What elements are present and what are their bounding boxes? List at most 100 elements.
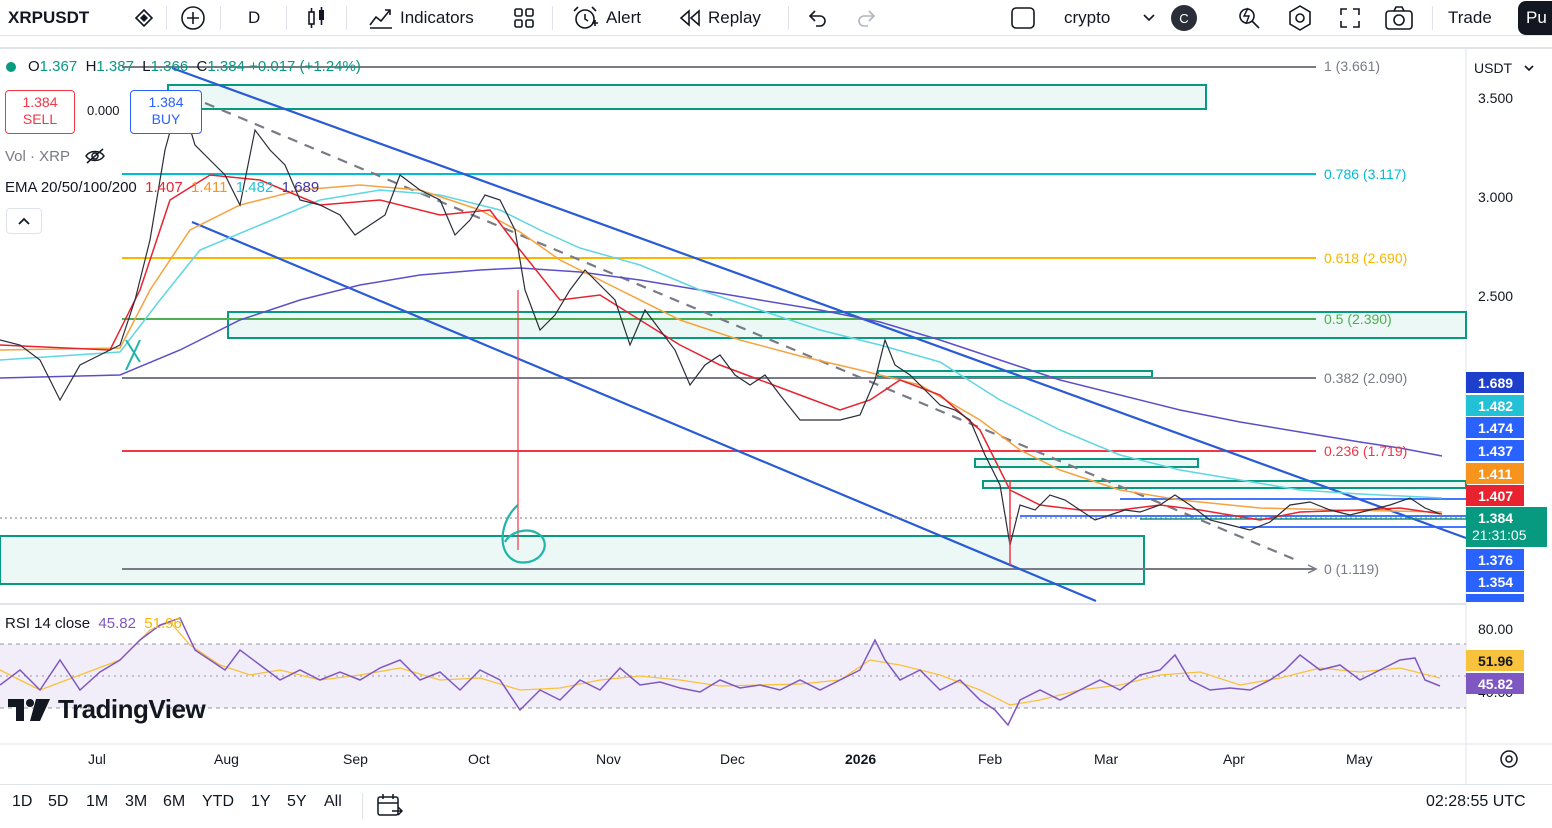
utc-clock[interactable]: 02:28:55 UTC <box>1426 793 1526 810</box>
alert-button[interactable]: Alert <box>572 0 641 36</box>
time-tick: Apr <box>1223 751 1245 767</box>
range-6m-button[interactable]: 6M <box>163 793 186 810</box>
quick-search-icon[interactable] <box>1236 0 1262 36</box>
layout-icon[interactable] <box>1010 0 1036 36</box>
handwritten-annotation[interactable]: 6 <box>125 339 546 564</box>
replay-label: Replay <box>708 8 761 27</box>
compare-icon[interactable] <box>132 0 156 36</box>
sell-button[interactable]: 1.384 SELL <box>5 90 75 134</box>
ema100-value: 1.482 <box>235 179 274 196</box>
indicators-button[interactable]: Indicators <box>368 0 474 36</box>
supply-zone[interactable] <box>167 84 1207 110</box>
eye-hidden-icon[interactable] <box>84 147 106 165</box>
time-tick: Jul <box>88 751 106 767</box>
current-price-value: 1.384 <box>1478 510 1514 526</box>
interval-button[interactable]: D <box>248 0 260 36</box>
ema20-value: 1.407 <box>145 179 183 196</box>
chart-canvas[interactable]: 6 <box>0 44 1552 784</box>
descending-channel[interactable] <box>171 66 1467 603</box>
rsi-ma-tag: 51.96 <box>1466 650 1524 671</box>
range-5d-button[interactable]: 5D <box>48 793 69 810</box>
time-axis-settings-icon[interactable] <box>1498 748 1520 775</box>
close-label: C <box>196 58 208 75</box>
camera-icon[interactable] <box>1384 0 1414 36</box>
fib-label: 0.382 (2.090) <box>1324 370 1408 386</box>
templates-icon[interactable] <box>512 0 536 36</box>
mini-zone[interactable] <box>974 458 1199 468</box>
price-levels <box>0 498 1466 528</box>
current-price-tag: 1.384 21:31:05 <box>1466 507 1547 547</box>
fib-label: 0 (1.119) <box>1324 561 1379 577</box>
publish-button[interactable]: Pu <box>1518 1 1552 35</box>
chevron-down-icon <box>1524 65 1534 72</box>
time-tick: Aug <box>214 751 239 767</box>
time-tick: Feb <box>978 751 1003 767</box>
market-status-dot <box>6 62 16 73</box>
currency-selector[interactable]: USDT <box>1468 54 1552 82</box>
bar-countdown: 21:31:05 <box>1472 527 1527 543</box>
rewind-icon <box>679 9 700 27</box>
time-tick: 2026 <box>845 751 877 767</box>
layout-name-label: crypto <box>1064 8 1111 27</box>
range-ytd-button[interactable]: YTD <box>202 793 234 810</box>
add-symbol-icon[interactable] <box>180 0 206 36</box>
replay-button[interactable]: Replay <box>678 0 761 36</box>
chevron-down-icon[interactable] <box>1142 0 1156 36</box>
layout-name-button[interactable]: crypto <box>1064 0 1110 36</box>
indicators-label: Indicators <box>400 8 474 27</box>
volume-legend: Vol · XRP <box>5 147 106 165</box>
low-value: 1.366 <box>150 58 189 75</box>
range-1m-button[interactable]: 1M <box>86 793 109 810</box>
range-1d-button[interactable]: 1D <box>12 793 33 810</box>
mini-zone[interactable] <box>982 480 1467 489</box>
date-range-calendar-icon[interactable] <box>376 793 404 824</box>
range-3m-button[interactable]: 3M <box>125 793 148 810</box>
rsi-legend: RSI 14 close 45.82 51.96 <box>5 615 182 632</box>
buy-label: BUY <box>151 111 181 127</box>
undo-icon[interactable] <box>806 0 828 36</box>
zone-rectangles[interactable] <box>0 84 1467 585</box>
price-tick: 3.500 <box>1478 90 1514 106</box>
currency-label: USDT <box>1474 60 1513 76</box>
rsi-tag: 45.82 <box>1466 673 1524 694</box>
tradingview-logo: TradingView <box>8 694 206 725</box>
ema50-value: 1.411 <box>191 179 228 196</box>
time-tick: Sep <box>343 751 368 767</box>
buy-button[interactable]: 1.384 BUY <box>130 90 202 134</box>
top-toolbar: XRPUSDT D Indicators Alert Replay crypto… <box>0 0 1552 36</box>
publish-label: Pu <box>1526 8 1547 27</box>
open-value: 1.367 <box>39 58 78 75</box>
collapse-legend-button[interactable] <box>6 208 42 234</box>
range-1y-button[interactable]: 1Y <box>251 793 271 810</box>
chart-type-icon[interactable] <box>306 0 328 36</box>
range-all-button[interactable]: All <box>324 793 342 810</box>
high-value: 1.387 <box>96 58 134 75</box>
spread-value: 0.000 <box>87 103 120 118</box>
fib-label: 0.618 (2.690) <box>1324 250 1408 266</box>
level-price-tag-cut <box>1466 594 1524 602</box>
fib-retracement[interactable] <box>122 66 1318 574</box>
fullscreen-icon[interactable] <box>1338 0 1362 36</box>
demand-zone[interactable] <box>0 535 1145 585</box>
time-tick: Mar <box>1094 751 1119 767</box>
level-price-tag: 1.354 <box>1466 571 1524 592</box>
interval-label: D <box>248 8 261 27</box>
avatar[interactable]: C <box>1171 5 1197 31</box>
rsi-pane[interactable] <box>0 617 1466 727</box>
resistance-zone[interactable] <box>227 311 1467 339</box>
sell-label: SELL <box>22 111 58 127</box>
ema-label: EMA 20/50/100/200 <box>5 179 137 196</box>
ema50-price-tag: 1.411 <box>1466 463 1524 484</box>
time-tick: Dec <box>720 751 745 767</box>
buy-price: 1.384 <box>148 94 184 110</box>
trade-label: Trade <box>1448 8 1492 27</box>
ema200-value: 1.689 <box>281 179 320 196</box>
settings-gear-icon[interactable] <box>1286 0 1314 36</box>
trade-button[interactable]: Trade <box>1448 0 1492 36</box>
redo-icon[interactable] <box>856 0 878 36</box>
range-5y-button[interactable]: 5Y <box>287 793 307 810</box>
sell-price: 1.384 <box>22 94 58 110</box>
symbol-search-button[interactable]: XRPUSDT <box>8 0 89 36</box>
open-label: O <box>28 58 40 75</box>
avatar-letter: C <box>1179 10 1189 26</box>
